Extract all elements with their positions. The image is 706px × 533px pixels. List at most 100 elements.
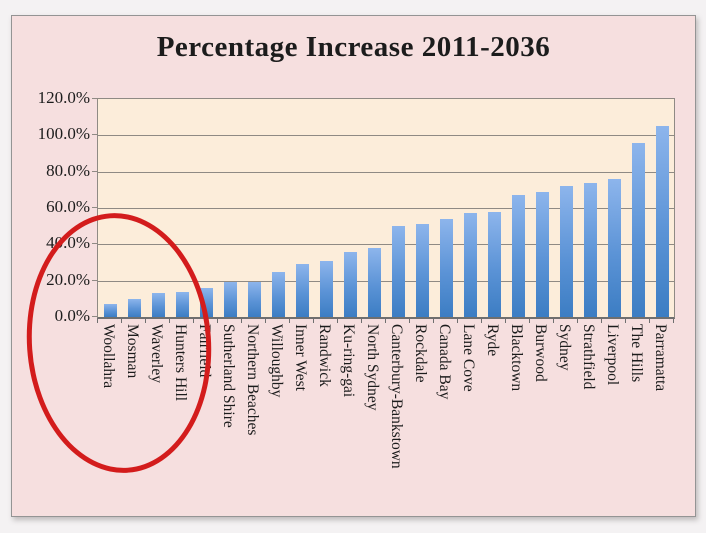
bar-slot (122, 99, 146, 317)
x-tick-label: Sydney (556, 324, 573, 371)
bar (175, 291, 189, 317)
x-tick-label: Ryde (484, 324, 501, 357)
x-tick-label: Canada Bay (436, 324, 453, 400)
plot-area (97, 98, 675, 319)
bar-slot (602, 99, 626, 317)
bar-slot (170, 99, 194, 317)
gridline (98, 208, 674, 209)
bar (559, 186, 573, 317)
x-tick-label: Randwick (316, 324, 333, 387)
bar-slot (194, 99, 218, 317)
bar-slot (290, 99, 314, 317)
bar (631, 142, 645, 317)
y-tick-label: 60.0% (46, 197, 90, 216)
x-tick-mark (217, 318, 218, 323)
bar (199, 287, 213, 317)
x-tick-mark (649, 318, 650, 323)
bar-slot (98, 99, 122, 317)
bar (583, 182, 597, 317)
x-tick-mark (481, 318, 482, 323)
x-tick-label: Liverpool (604, 324, 621, 386)
x-tick-mark (625, 318, 626, 323)
gridline (98, 244, 674, 246)
bar (415, 224, 429, 317)
bar-slot (314, 99, 338, 317)
gridline (98, 171, 674, 173)
x-tick-mark (433, 318, 434, 323)
bar (319, 260, 333, 317)
bar (439, 218, 453, 317)
gridline (98, 280, 674, 282)
x-tick-mark (145, 318, 146, 323)
bar (295, 264, 309, 317)
bar-slot (242, 99, 266, 317)
x-tick-label: Strathfield (580, 324, 597, 390)
x-tick-label: Blacktown (508, 324, 525, 392)
bar-slot (506, 99, 530, 317)
bar-slot (554, 99, 578, 317)
y-tick-mark (92, 207, 97, 208)
y-tick-label: 40.0% (46, 233, 90, 253)
x-tick-label: The Hills (628, 324, 645, 383)
y-tick-mark (92, 98, 97, 99)
x-tick-label: Canterbury-Bankstown (388, 324, 405, 469)
bar-slot (578, 99, 602, 317)
chart-title: Percentage Increase 2011-2036 (156, 31, 551, 63)
bar (391, 226, 405, 317)
x-tick-mark (337, 318, 338, 323)
x-tick-mark (601, 318, 602, 323)
x-tick-label: Sutherland Shire (220, 324, 237, 428)
bars (98, 99, 674, 317)
y-tick-label: 0.0% (54, 306, 90, 325)
bar-slot (338, 99, 362, 317)
x-tick-mark (313, 318, 314, 323)
bar-slot (362, 99, 386, 317)
y-tick-label: 100.0% (37, 124, 90, 144)
bar-slot (386, 99, 410, 317)
bar (247, 282, 261, 317)
y-tick-label: 20.0% (46, 269, 90, 289)
bar (127, 298, 141, 317)
x-tick-label: Inner West (292, 324, 309, 391)
bar-slot (434, 99, 458, 317)
x-tick-mark (193, 318, 194, 323)
chart-frame: Percentage Increase 2011-2036 120.0% 100.… (11, 15, 696, 517)
bar (463, 213, 477, 317)
x-tick-label: Willoughby (268, 324, 285, 398)
bar-slot (410, 99, 434, 317)
x-tick-mark (385, 318, 386, 323)
x-tick-mark (241, 318, 242, 323)
bar-slot (218, 99, 242, 317)
bar-slot (146, 99, 170, 317)
x-tick-mark (169, 318, 170, 323)
x-tick-label: Burwood (532, 324, 549, 382)
bar-slot (626, 99, 650, 317)
x-tick-mark (529, 318, 530, 323)
x-tick-mark (505, 318, 506, 323)
x-tick-mark (409, 318, 410, 323)
y-tick-label: 80.0% (46, 160, 90, 180)
y-tick-label: 120.0% (37, 88, 90, 107)
y-tick-mark (92, 316, 97, 317)
y-tick-mark (92, 134, 97, 136)
bar (151, 293, 165, 317)
x-tick-label: Rockdale (412, 324, 429, 383)
x-tick-label: Northern Beaches (244, 324, 261, 436)
x-tick-label: North Sydney (364, 324, 381, 411)
bar-slot (482, 99, 506, 317)
x-tick-mark (673, 318, 674, 323)
x-tick-mark (289, 318, 290, 323)
bar (607, 178, 621, 317)
x-tick-label: Parramatta (652, 324, 669, 392)
bar (271, 271, 285, 317)
x-tick-label: Lane Cove (460, 324, 477, 392)
gridline (98, 135, 674, 137)
bar (367, 247, 381, 317)
y-tick-mark (92, 279, 97, 281)
bar-slot (266, 99, 290, 317)
bar (487, 211, 501, 317)
x-tick-mark (265, 318, 266, 323)
x-tick-mark (457, 318, 458, 323)
x-tick-mark (121, 318, 122, 323)
